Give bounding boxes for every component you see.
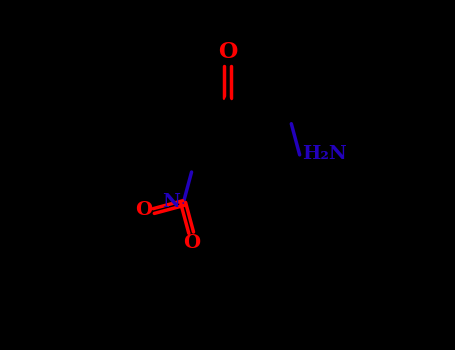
Text: O: O — [218, 41, 237, 63]
Text: O: O — [183, 234, 200, 252]
Text: H₂N: H₂N — [303, 145, 347, 163]
Text: O: O — [135, 201, 152, 219]
Text: N: N — [162, 193, 181, 211]
